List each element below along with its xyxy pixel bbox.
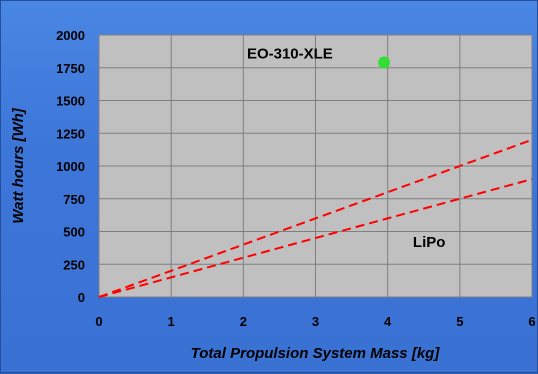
x-tick-label: 5 <box>456 314 463 329</box>
x-tick-label: 0 <box>95 314 102 329</box>
y-tick-label: 1000 <box>56 159 85 174</box>
x-tick-label: 4 <box>384 314 392 329</box>
annotations: EO-310-XLE LiPo <box>247 46 445 252</box>
data-point <box>378 56 391 69</box>
series-lines <box>98 138 533 298</box>
y-tick-label: 1750 <box>56 61 85 76</box>
y-tick-label: 750 <box>63 192 85 207</box>
y-axis-title: Watt hours [Wh] <box>10 107 27 224</box>
series-line-2 <box>98 178 533 298</box>
series-line-1 <box>98 138 533 298</box>
y-tick-labels: 0 250 500 750 1000 1250 1500 1750 2000 <box>56 28 85 305</box>
y-tick-label: 250 <box>63 257 85 272</box>
x-tick-labels: 0 1 2 3 4 5 6 <box>95 314 535 329</box>
y-tick-label: 1500 <box>56 94 85 109</box>
annotation-label: LiPo <box>413 234 446 251</box>
x-tick-label: 6 <box>528 314 535 329</box>
y-tick-label: 500 <box>63 225 85 240</box>
data-points <box>378 56 391 69</box>
annotation-label: EO-310-XLE <box>247 46 333 63</box>
grid-lines <box>98 34 533 298</box>
y-tick-label: 0 <box>78 290 85 305</box>
y-tick-label: 1250 <box>56 126 85 141</box>
x-tick-label: 2 <box>240 314 247 329</box>
x-tick-label: 3 <box>312 314 319 329</box>
x-tick-label: 1 <box>168 314 175 329</box>
y-tick-label: 2000 <box>56 28 85 43</box>
x-axis-title: Total Propulsion System Mass [kg] <box>191 345 441 362</box>
